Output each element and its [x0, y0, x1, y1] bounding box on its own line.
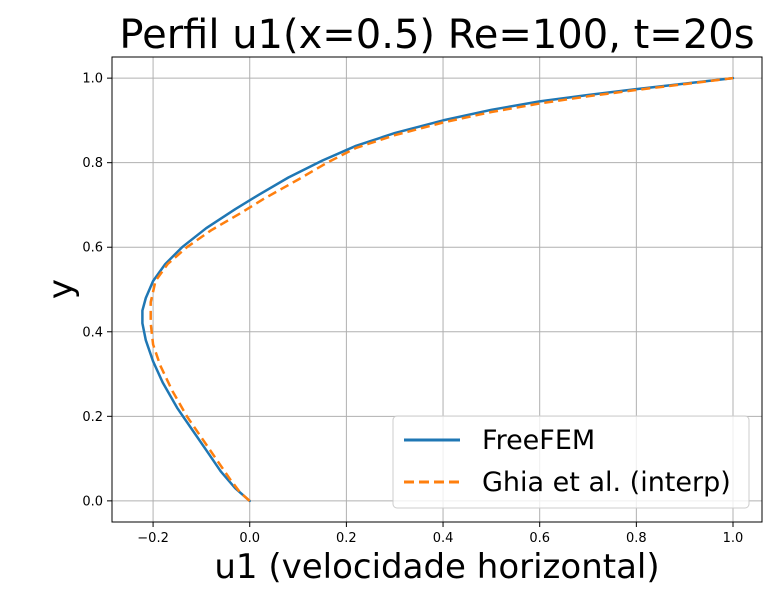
legend-box [392, 415, 750, 509]
x-tick-label: 1.0 [723, 531, 744, 546]
x-axis-ticks: −0.2 0.0 0.2 0.4 0.6 0.8 1.0 [137, 522, 743, 546]
y-tick-label: 0.8 [82, 156, 103, 171]
chart-title: Perfil u1(x=0.5) Re=100, t=20s [119, 12, 754, 58]
y-tick-label: 0.2 [82, 410, 103, 425]
x-tick-label: −0.2 [137, 531, 169, 546]
y-tick-label: 1.0 [82, 72, 103, 87]
x-tick-label: 0.8 [626, 531, 647, 546]
legend-label-ghia: Ghia et al. (interp) [482, 467, 731, 498]
y-axis-label: y [41, 279, 81, 299]
y-tick-label: 0.0 [82, 494, 103, 509]
x-tick-label: 0.4 [433, 531, 454, 546]
x-tick-label: 0.0 [239, 531, 260, 546]
series-line-freefem [141, 76, 735, 503]
y-tick-label: 0.6 [82, 241, 103, 256]
series-group [141, 76, 735, 503]
y-axis-ticks: 0.0 0.2 0.4 0.6 0.8 1.0 [82, 72, 112, 509]
y-tick-label: 0.4 [82, 325, 103, 340]
legend: FreeFEM Ghia et al. (interp) [392, 415, 750, 509]
series-line-ghia [149, 76, 734, 502]
x-tick-label: 0.2 [336, 531, 357, 546]
plot-frame [111, 56, 763, 523]
x-tick-label: 0.6 [529, 531, 550, 546]
legend-label-freefem: FreeFEM [482, 425, 595, 456]
x-axis-label: u1 (velocidade horizontal) [214, 547, 659, 587]
